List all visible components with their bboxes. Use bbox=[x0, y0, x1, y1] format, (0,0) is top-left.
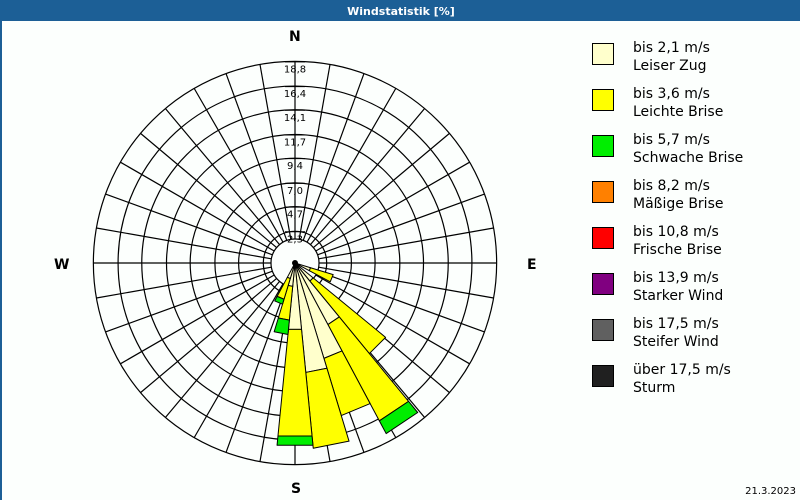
legend-swatch bbox=[592, 135, 614, 157]
legend-speed: bis 13,9 m/s bbox=[633, 270, 719, 286]
legend-swatch bbox=[592, 273, 614, 295]
legend-item-starker-wind: bis 13,9 m/s Starker Wind bbox=[590, 270, 790, 317]
legend-swatch bbox=[592, 43, 614, 65]
legend-speed: über 17,5 m/s bbox=[633, 362, 731, 378]
svg-text:9,4: 9,4 bbox=[287, 161, 303, 172]
legend-item-leichte-brise: bis 3,6 m/s Leichte Brise bbox=[590, 86, 790, 133]
legend-speed: bis 2,1 m/s bbox=[633, 40, 710, 56]
svg-text:7,0: 7,0 bbox=[287, 186, 303, 197]
svg-text:2,3: 2,3 bbox=[287, 234, 303, 245]
legend-name: Sturm bbox=[633, 380, 676, 396]
legend-swatch bbox=[592, 181, 614, 203]
legend-item-steifer-wind: bis 17,5 m/s Steifer Wind bbox=[590, 316, 790, 363]
wind-rose-chart: 2,3 4,7 7,0 9,4 11,7 14,1 16,4 18,8 bbox=[92, 60, 498, 466]
legend-speed: bis 10,8 m/s bbox=[633, 224, 719, 240]
compass-east-label: E bbox=[527, 257, 537, 273]
legend-name: Mäßige Brise bbox=[633, 196, 724, 212]
compass-north-label: N bbox=[289, 29, 301, 45]
legend-item-sturm: über 17,5 m/s Sturm bbox=[590, 362, 790, 409]
legend-name: Leiser Zug bbox=[633, 58, 707, 74]
svg-text:4,7: 4,7 bbox=[287, 210, 303, 221]
compass-south-label: S bbox=[291, 481, 302, 497]
window-title: Windstatistik [%] bbox=[1, 1, 800, 21]
compass-west-label: W bbox=[54, 257, 70, 273]
svg-text:16,4: 16,4 bbox=[284, 89, 306, 100]
legend-name: Leichte Brise bbox=[633, 104, 724, 120]
chart-panel: 2,3 4,7 7,0 9,4 11,7 14,1 16,4 18,8 N E S W bis… bbox=[2, 21, 800, 500]
legend-swatch bbox=[592, 89, 614, 111]
legend-swatch bbox=[592, 365, 614, 387]
legend-speed: bis 8,2 m/s bbox=[633, 178, 710, 194]
legend-speed: bis 17,5 m/s bbox=[633, 316, 719, 332]
svg-text:11,7: 11,7 bbox=[284, 137, 306, 148]
legend-item-leiser-zug: bis 2,1 m/s Leiser Zug bbox=[590, 40, 790, 87]
legend-speed: bis 5,7 m/s bbox=[633, 132, 710, 148]
legend-name: Schwache Brise bbox=[633, 150, 744, 166]
legend-name: Steifer Wind bbox=[633, 334, 719, 350]
legend-name: Starker Wind bbox=[633, 288, 724, 304]
legend-speed: bis 3,6 m/s bbox=[633, 86, 710, 102]
date-label: 21.3.2023 bbox=[745, 486, 796, 497]
legend-item-frische-brise: bis 10,8 m/s Frische Brise bbox=[590, 224, 790, 271]
legend-item-schwache-brise: bis 5,7 m/s Schwache Brise bbox=[590, 132, 790, 179]
legend-name: Frische Brise bbox=[633, 242, 722, 258]
svg-text:14,1: 14,1 bbox=[284, 113, 306, 124]
legend-swatch bbox=[592, 227, 614, 249]
legend-item-maessige-brise: bis 8,2 m/s Mäßige Brise bbox=[590, 178, 790, 225]
svg-text:18,8: 18,8 bbox=[284, 64, 306, 75]
legend-swatch bbox=[592, 319, 614, 341]
